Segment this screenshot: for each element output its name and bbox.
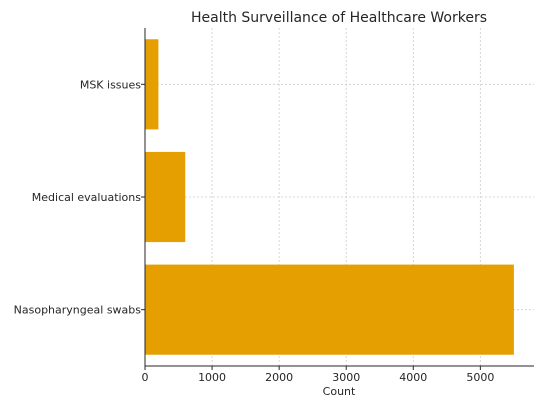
x-tick-label: 1000	[198, 371, 226, 384]
y-tick-label: Medical evaluations	[32, 191, 141, 204]
bar	[145, 151, 186, 243]
bar	[145, 264, 514, 355]
x-tick-label: 2000	[265, 371, 293, 384]
x-tick-label: 4000	[399, 371, 427, 384]
y-axis-ticks: Nasopharyngeal swabs Medical evaluations M…	[14, 78, 145, 317]
x-tick-label: 5000	[466, 371, 494, 384]
x-tick-label: 0	[142, 371, 149, 384]
chart-title: Health Surveillance of Healthcare Worker…	[191, 10, 487, 26]
y-tick-label: MSK issues	[80, 78, 141, 91]
x-axis-label: Count	[323, 385, 356, 398]
y-tick-label: Nasopharyngeal swabs	[14, 304, 142, 317]
x-tick-label: 3000	[332, 371, 360, 384]
bar	[145, 39, 159, 130]
x-axis-ticks: 0 1000 2000 3000 4000 5000	[142, 366, 494, 384]
bars	[145, 39, 514, 355]
